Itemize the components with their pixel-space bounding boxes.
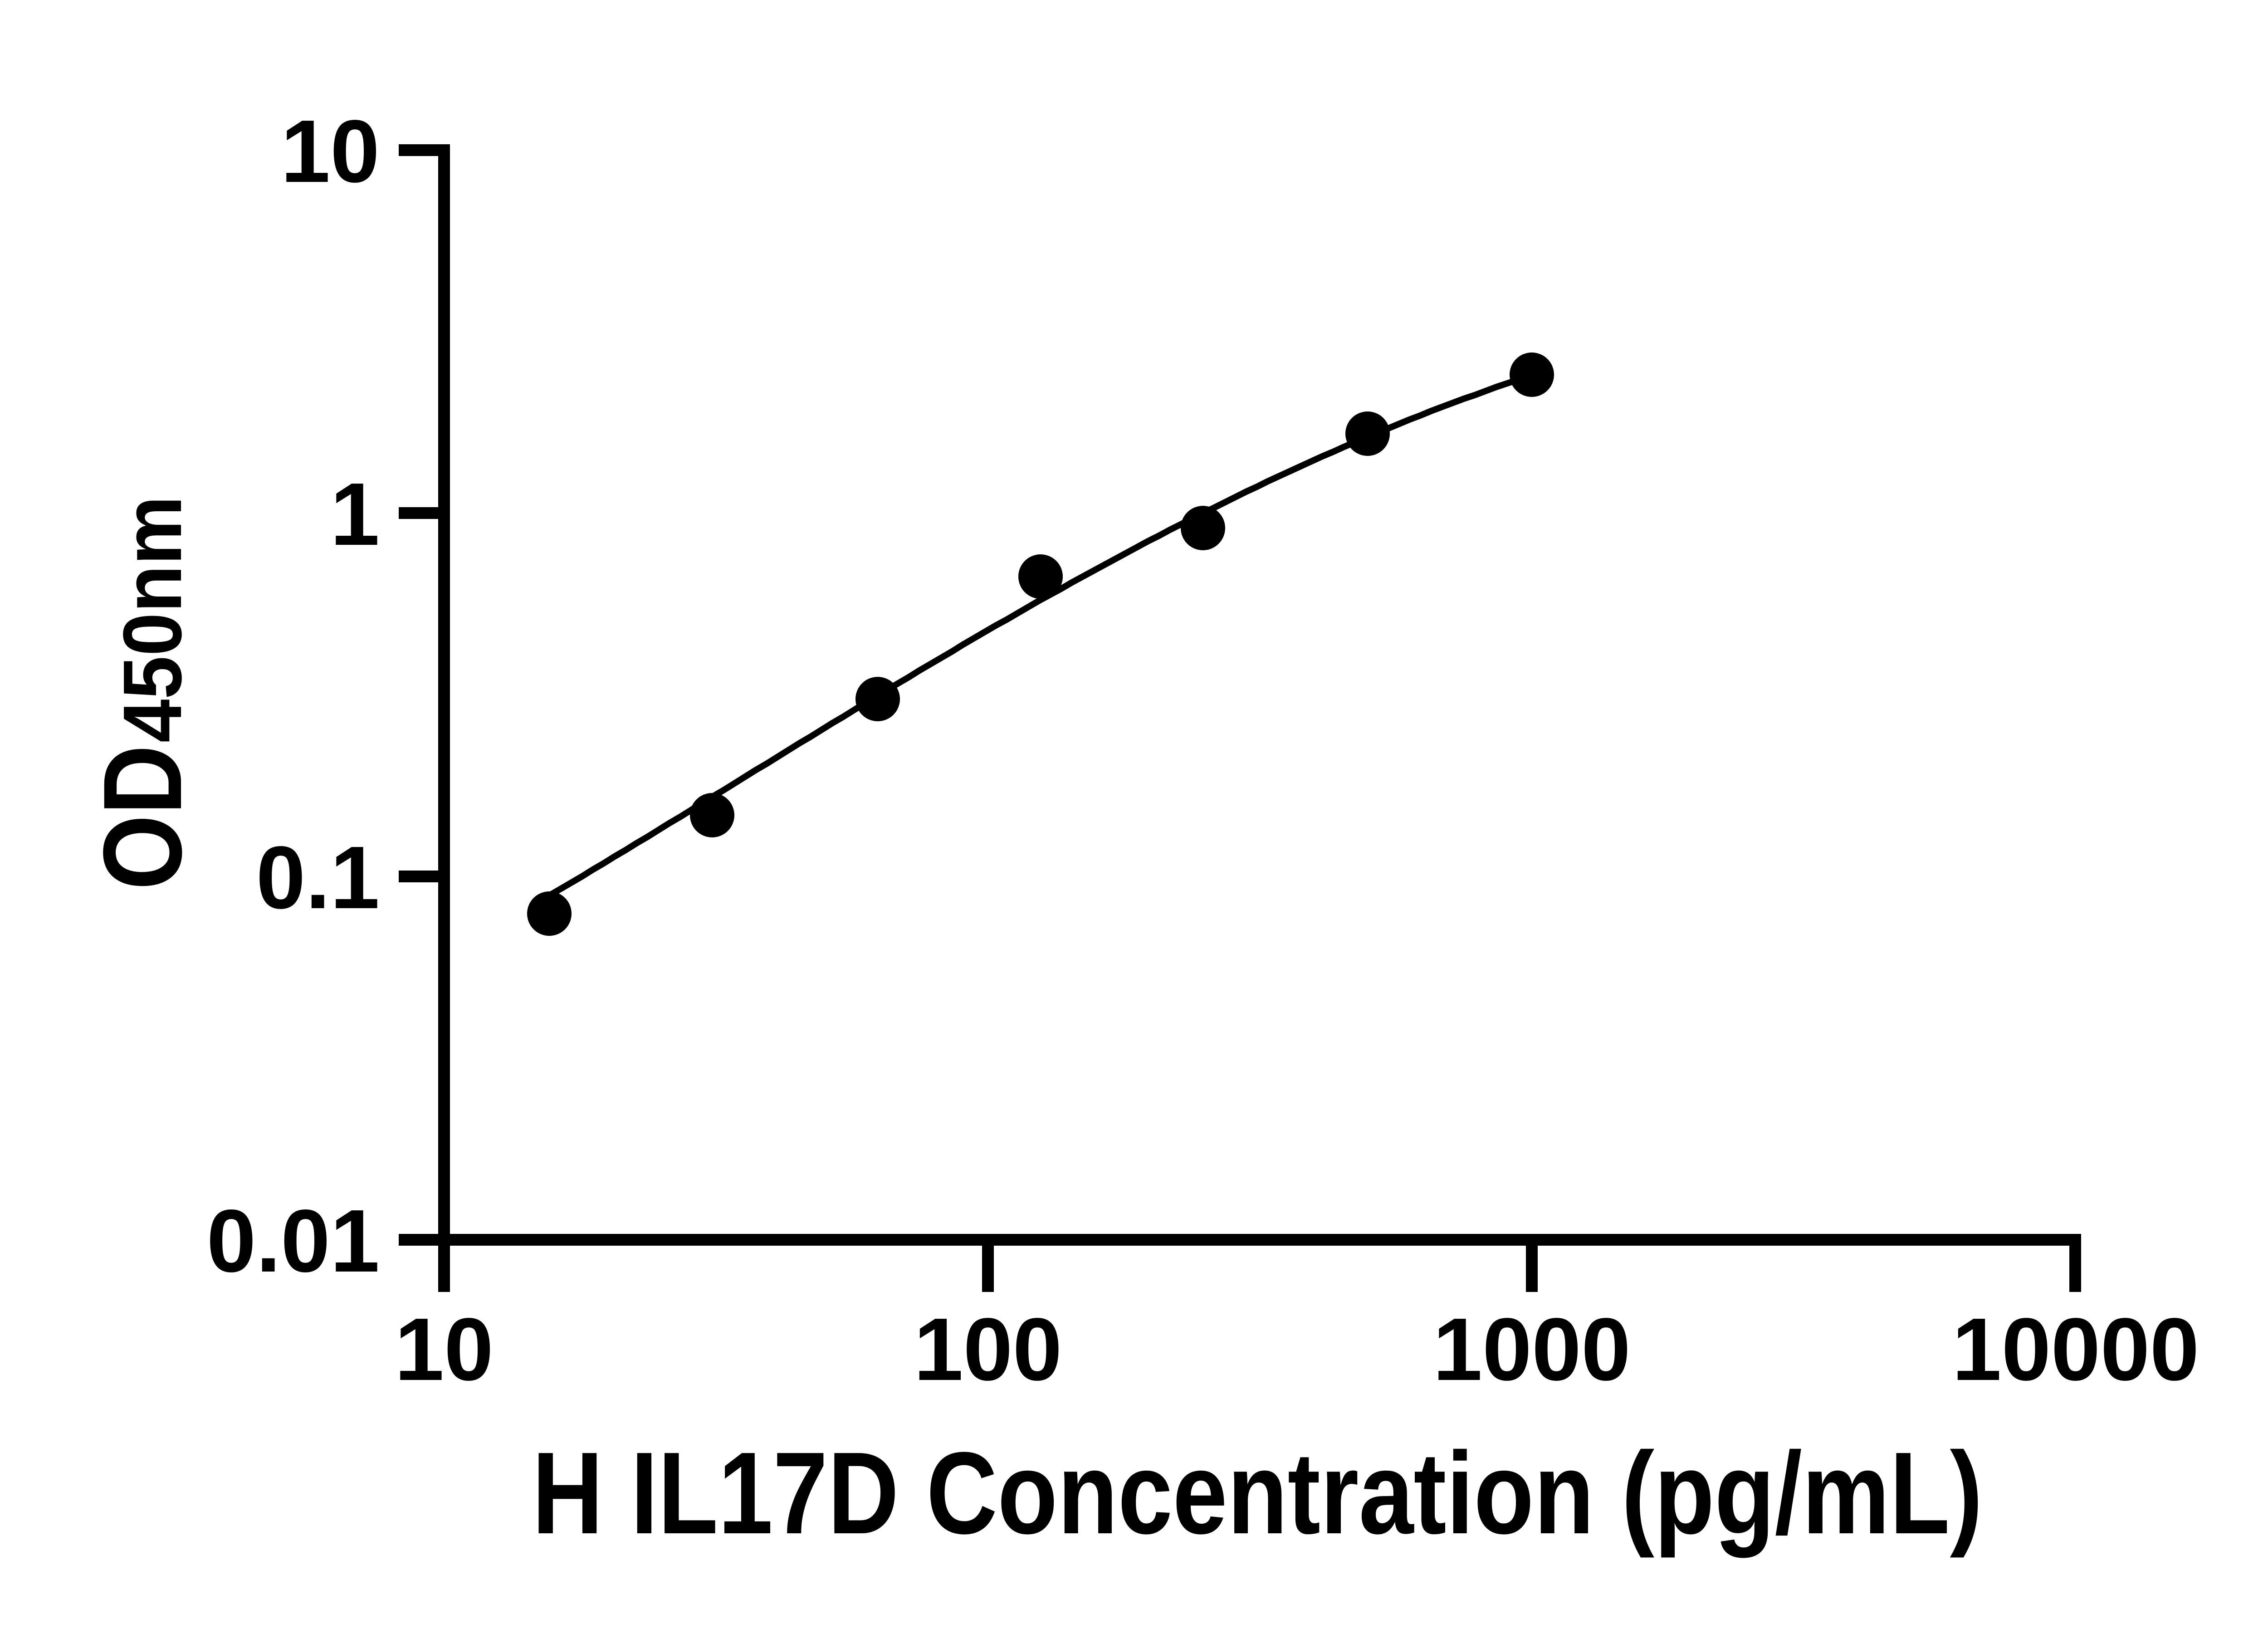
svg-text:10000: 10000 xyxy=(1952,1300,2199,1399)
svg-text:1000: 1000 xyxy=(1433,1300,1631,1399)
svg-text:0.1: 0.1 xyxy=(256,828,380,927)
svg-text:10: 10 xyxy=(281,102,380,201)
svg-text:1: 1 xyxy=(330,465,380,564)
svg-text:0.01: 0.01 xyxy=(207,1191,380,1291)
svg-text:H IL17D Concentration (pg/mL): H IL17D Concentration (pg/mL) xyxy=(532,1428,1983,1559)
svg-text:OD: OD xyxy=(80,745,205,890)
svg-text:10: 10 xyxy=(395,1300,494,1399)
svg-text:100: 100 xyxy=(914,1300,1062,1399)
svg-text:450nm: 450nm xyxy=(106,496,199,743)
